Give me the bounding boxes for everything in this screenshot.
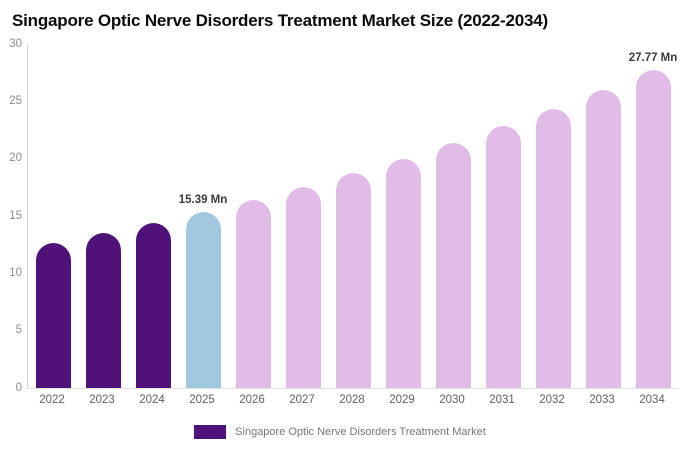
bar-slot-2025: 15.39 Mn bbox=[178, 44, 228, 388]
bar-slot-2026 bbox=[228, 44, 278, 388]
bar-slot-2029 bbox=[378, 44, 428, 388]
bar-value-label-2025: 15.39 Mn bbox=[178, 193, 228, 206]
bar-2024[interactable] bbox=[135, 222, 171, 388]
bar-slot-2033 bbox=[578, 44, 628, 388]
x-tick-label-2022: 2022 bbox=[39, 394, 65, 406]
x-tick-label-2032: 2032 bbox=[539, 394, 565, 406]
x-tick-label-2024: 2024 bbox=[139, 394, 165, 406]
bar-2026[interactable] bbox=[235, 199, 271, 388]
x-tick-label-2026: 2026 bbox=[239, 394, 265, 406]
bar-value-label-2034: 27.77 Mn bbox=[628, 51, 678, 64]
y-tick-label: 5 bbox=[15, 323, 22, 336]
y-tick-label: 25 bbox=[9, 94, 22, 107]
x-tick-label-2030: 2030 bbox=[439, 394, 465, 406]
y-tick-label: 10 bbox=[9, 266, 22, 279]
y-tick-label: 0 bbox=[15, 381, 22, 394]
bar-slot-2027 bbox=[278, 44, 328, 388]
x-tick-label-2023: 2023 bbox=[89, 394, 115, 406]
x-tick-label-2025: 2025 bbox=[189, 394, 215, 406]
y-tick-label: 15 bbox=[9, 209, 22, 222]
bar-slot-2031 bbox=[478, 44, 528, 388]
bar-2031[interactable] bbox=[485, 126, 521, 388]
bar-2030[interactable] bbox=[435, 143, 471, 388]
bar-slot-2023 bbox=[78, 44, 128, 388]
chart-title: Singapore Optic Nerve Disorders Treatmen… bbox=[12, 11, 548, 30]
bar-slot-2030 bbox=[428, 44, 478, 388]
bar-2027[interactable] bbox=[285, 186, 321, 388]
x-tick-label-2027: 2027 bbox=[289, 394, 315, 406]
bar-2028[interactable] bbox=[335, 173, 371, 388]
x-tick-label-2034: 2034 bbox=[639, 394, 665, 406]
bar-2029[interactable] bbox=[385, 158, 421, 388]
x-tick-label-2028: 2028 bbox=[339, 394, 365, 406]
bar-2023[interactable] bbox=[85, 233, 121, 388]
bar-2032[interactable] bbox=[535, 108, 571, 388]
bar-slot-2032 bbox=[528, 44, 578, 388]
x-tick-label-2033: 2033 bbox=[589, 394, 615, 406]
bar-slot-2034: 27.77 Mn bbox=[628, 44, 678, 388]
y-tick-label: 30 bbox=[9, 37, 22, 50]
legend-swatch-icon bbox=[194, 425, 227, 439]
legend-label: Singapore Optic Nerve Disorders Treatmen… bbox=[235, 426, 486, 438]
y-tick-label: 20 bbox=[9, 151, 22, 164]
bar-2025[interactable] bbox=[185, 211, 221, 388]
x-tick-label-2029: 2029 bbox=[389, 394, 415, 406]
bar-2033[interactable] bbox=[585, 89, 621, 388]
bar-slot-2022 bbox=[28, 44, 78, 388]
legend-item[interactable]: Singapore Optic Nerve Disorders Treatmen… bbox=[0, 425, 680, 439]
x-tick-label-2031: 2031 bbox=[489, 394, 515, 406]
bar-slot-2028 bbox=[328, 44, 378, 388]
plot-area: 0 5 10 15 20 25 30 15.39 Mn 27.77 Mn bbox=[9, 38, 678, 393]
bars-area: 15.39 Mn 27.77 Mn bbox=[28, 44, 678, 388]
bar-2034[interactable] bbox=[635, 69, 671, 388]
bar-slot-2024 bbox=[128, 44, 178, 388]
x-axis-labels: 2022 2023 2024 2025 2026 2027 2028 2029 2030 2031… bbox=[27, 394, 677, 406]
bar-2022[interactable] bbox=[35, 243, 71, 388]
